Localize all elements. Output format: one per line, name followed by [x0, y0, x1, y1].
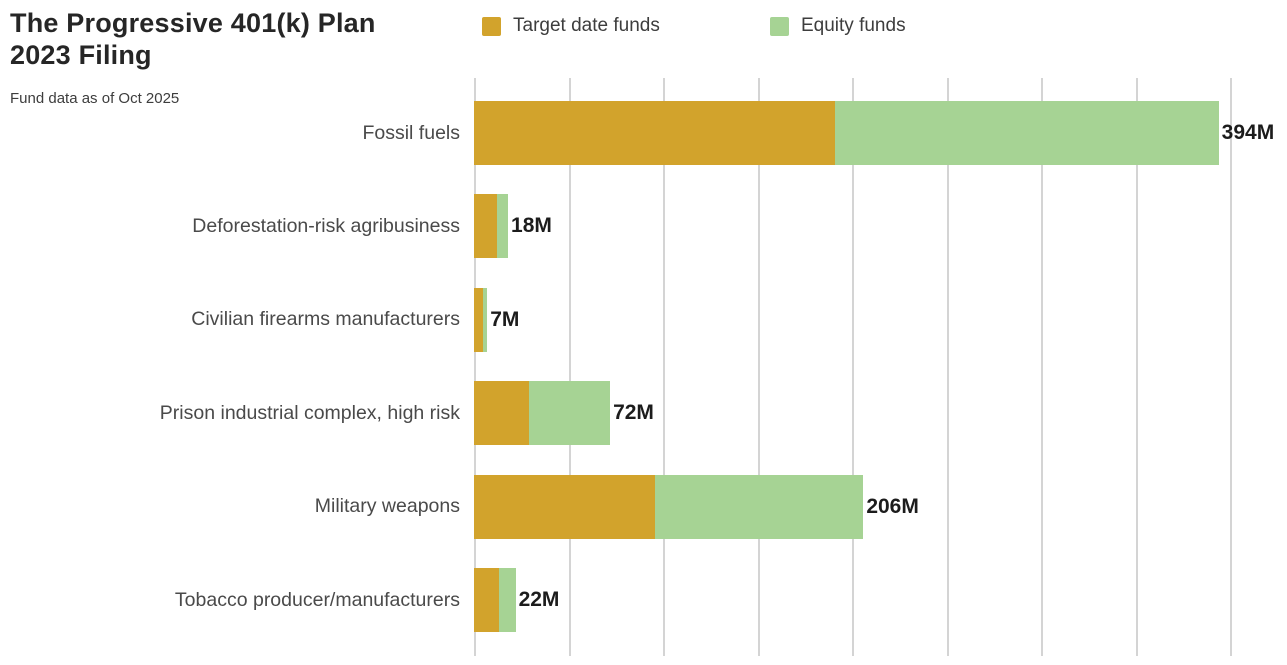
gridline-150M	[757, 78, 760, 656]
chart-title: The Progressive 401(k) Plan 2023 Filing	[10, 8, 376, 72]
category-label-military-weapons: Military weapons	[314, 495, 460, 518]
value-label-prison-industrial-complex-high-risk: 72M	[613, 401, 654, 425]
gridline-200M	[852, 78, 854, 656]
value-label-civilian-firearms-manufacturers: 7M	[490, 307, 520, 331]
bar-segment-equity-funds-prison-industrial-complex-high-risk	[528, 381, 611, 446]
legend-label-equity-funds: Equity funds	[801, 15, 906, 36]
bar-segment-target-date-funds-fossil-fuels	[474, 101, 835, 165]
bar-civilian-firearms-manufacturers	[474, 287, 488, 352]
bar-military-weapons	[474, 474, 864, 539]
gridline-350M	[1135, 78, 1138, 656]
legend-item-equity-funds: Equity funds	[770, 15, 906, 37]
category-label-civilian-firearms-manufacturers: Civilian firearms manufacturers	[191, 308, 460, 331]
legend-label-target-date-funds: Target date funds	[513, 15, 660, 36]
legend-item-target-date-funds: Target date funds	[482, 15, 660, 37]
bar-segment-target-date-funds-deforestation-risk-agribusiness	[474, 194, 497, 259]
category-label-fossil-fuels: Fossil fuels	[362, 121, 460, 144]
value-label-military-weapons: 206M	[866, 494, 919, 518]
bar-segment-target-date-funds-prison-industrial-complex-high-risk	[474, 381, 529, 446]
value-label-deforestation-risk-agribusiness: 18M	[511, 214, 552, 238]
value-label-fossil-fuels: 394M	[1221, 121, 1275, 144]
chart-title-line-2: 2023 Filing	[10, 39, 152, 70]
gridline-400M	[1230, 78, 1232, 656]
bar-segment-equity-funds-tobacco-producer-manufacturers	[498, 568, 516, 632]
gridline-0M	[474, 78, 476, 656]
gridline-300M	[1041, 78, 1043, 656]
target-date-funds-swatch-icon	[482, 16, 501, 36]
category-label-tobacco-producer-manufacturers: Tobacco producer/manufacturers	[174, 588, 460, 611]
bar-segment-equity-funds-civilian-firearms-manufacturers	[483, 287, 488, 352]
value-label-tobacco-producer-manufacturers: 22M	[518, 588, 560, 611]
bar-deforestation-risk-agribusiness	[474, 194, 508, 259]
bar-tobacco-producer-manufacturers	[474, 568, 516, 632]
chart-subtitle: Fund data as of Oct 2025	[10, 90, 180, 107]
gridline-100M	[663, 78, 665, 656]
gridline-50M	[568, 78, 571, 656]
category-label-deforestation-risk-agribusiness: Deforestation-risk agribusiness	[192, 214, 460, 237]
bar-segment-target-date-funds-tobacco-producer-manufacturers	[474, 568, 499, 632]
bar-segment-equity-funds-military-weapons	[655, 474, 864, 539]
category-label-prison-industrial-complex-high-risk: Prison industrial complex, high risk	[159, 401, 460, 424]
bar-segment-target-date-funds-military-weapons	[474, 474, 656, 539]
equity-funds-swatch-icon	[770, 16, 789, 36]
bar-fossil-fuels	[474, 101, 1219, 165]
chart-title-line-1: The Progressive 401(k) Plan	[10, 8, 376, 38]
bar-segment-equity-funds-fossil-fuels	[834, 101, 1219, 165]
bar-segment-equity-funds-deforestation-risk-agribusiness	[496, 194, 508, 259]
bar-segment-target-date-funds-civilian-firearms-manufacturers	[474, 287, 484, 352]
bar-prison-industrial-complex-high-risk	[474, 381, 611, 446]
gridline-250M	[946, 78, 949, 656]
plot-area: 394M 18M 7M 72M 206M 22M	[474, 78, 1274, 656]
